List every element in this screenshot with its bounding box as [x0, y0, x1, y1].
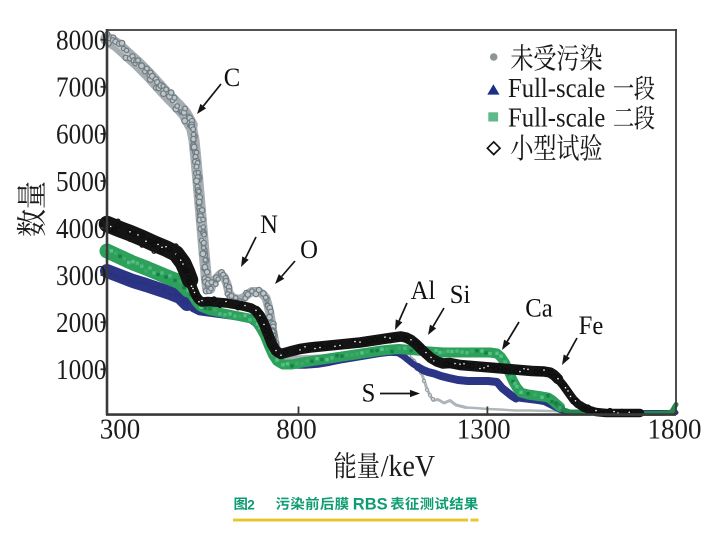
svg-text:800: 800 — [276, 413, 316, 445]
svg-text:3000: 3000 — [56, 259, 106, 291]
svg-text:RBS: RBS — [353, 495, 388, 513]
svg-text:S: S — [362, 379, 376, 408]
svg-text:Si: Si — [450, 280, 471, 309]
svg-text:Fe: Fe — [579, 311, 604, 340]
svg-text:8000: 8000 — [56, 24, 106, 56]
svg-text:/keV: /keV — [381, 450, 435, 484]
svg-text:Full-scale: Full-scale — [508, 103, 605, 133]
svg-text:4000: 4000 — [56, 212, 106, 244]
svg-text:5000: 5000 — [56, 165, 106, 197]
svg-text:Ca: Ca — [525, 294, 552, 323]
svg-text:O: O — [300, 235, 318, 264]
svg-text:1800: 1800 — [648, 413, 702, 445]
svg-text:7000: 7000 — [56, 71, 106, 103]
svg-text:Al: Al — [411, 276, 436, 305]
svg-text:C: C — [224, 63, 240, 92]
svg-text:Full-scale: Full-scale — [508, 73, 605, 103]
svg-text:2000: 2000 — [56, 306, 106, 338]
svg-text:1000: 1000 — [56, 353, 106, 385]
svg-text:6000: 6000 — [56, 118, 106, 150]
svg-text:300: 300 — [100, 413, 140, 445]
svg-text:1300: 1300 — [457, 413, 511, 445]
svg-text:2: 2 — [247, 497, 255, 512]
svg-text:N: N — [260, 210, 278, 239]
